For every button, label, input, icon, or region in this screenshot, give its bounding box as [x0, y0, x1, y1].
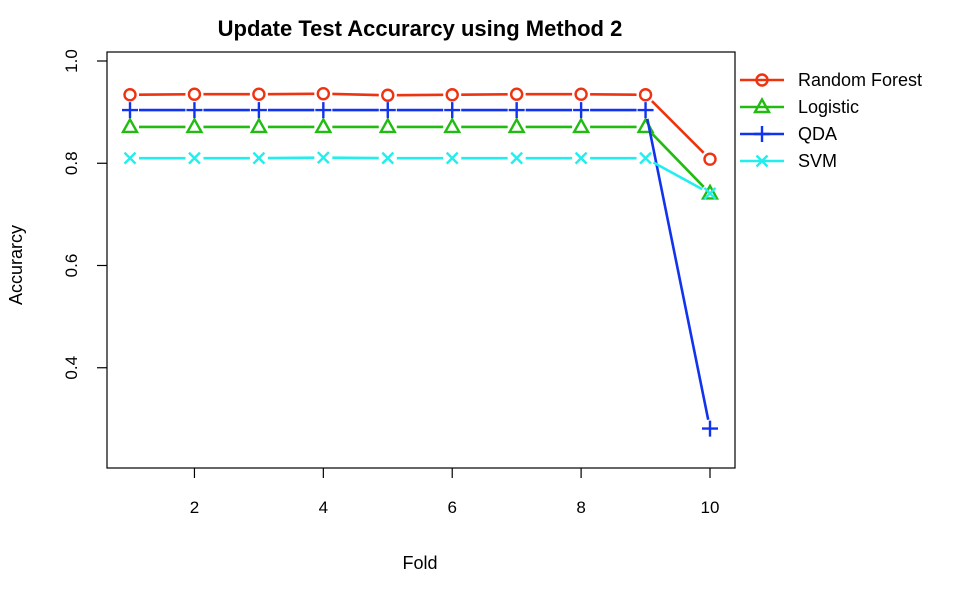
- legend-item: SVM: [740, 151, 837, 171]
- x-axis: 2 4 6 8 10: [190, 468, 720, 517]
- legend-item: Logistic: [740, 97, 859, 117]
- legend-label: QDA: [798, 124, 837, 144]
- series-line-segment: [646, 118, 710, 421]
- data-point: [508, 102, 525, 119]
- y-tick-label: 0.8: [62, 151, 81, 175]
- chart-title: Update Test Accurarcy using Method 2: [218, 16, 623, 41]
- legend-item: QDA: [740, 124, 837, 144]
- data-point: [120, 116, 140, 134]
- plot-area: [106, 51, 736, 469]
- data-point: [639, 151, 652, 165]
- y-tick-label: 0.6: [62, 254, 81, 278]
- legend-item: Random Forest: [740, 70, 922, 90]
- data-point: [188, 151, 201, 165]
- data-point: [574, 87, 588, 101]
- data-point: [379, 102, 396, 119]
- data-point: [185, 116, 204, 134]
- data-point: [378, 116, 397, 134]
- data-point: [122, 102, 138, 119]
- series-svm: [123, 151, 717, 200]
- series-line-segment: [651, 100, 705, 154]
- legend-marker: [755, 154, 769, 168]
- data-point: [381, 88, 395, 102]
- x-tick-label: 6: [447, 498, 456, 517]
- legend-marker: [752, 97, 772, 114]
- series-line-segment: [650, 132, 705, 188]
- data-point: [510, 151, 524, 165]
- legend-label: Random Forest: [798, 70, 922, 90]
- data-point: [572, 116, 591, 134]
- data-point: [703, 187, 717, 200]
- data-point: [252, 151, 266, 165]
- data-point: [509, 87, 524, 101]
- y-axis: 0.4 0.6 0.8 1.0: [62, 49, 107, 380]
- data-point: [444, 102, 461, 119]
- series-qda: [122, 102, 718, 437]
- data-point: [443, 116, 462, 134]
- x-axis-label: Fold: [402, 553, 437, 573]
- data-point: [637, 102, 654, 119]
- series-logistic: [120, 116, 720, 200]
- data-point: [186, 102, 203, 119]
- data-point: [700, 183, 720, 200]
- legend-label: Logistic: [798, 97, 859, 117]
- series-line-segment: [332, 92, 379, 97]
- series-layer: [120, 87, 720, 437]
- data-point: [445, 151, 459, 165]
- data-point: [638, 88, 653, 102]
- legend: Random Forest Logistic QDA SVM: [740, 70, 922, 171]
- data-point: [249, 116, 268, 134]
- y-tick-label: 1.0: [62, 49, 81, 73]
- series-random-forest: [123, 87, 717, 166]
- x-tick-label: 10: [701, 498, 720, 517]
- series-line-segment: [652, 161, 703, 191]
- data-point: [574, 151, 588, 165]
- data-point: [702, 420, 718, 437]
- x-tick-label: 8: [576, 498, 585, 517]
- legend-marker: [755, 73, 769, 87]
- data-point: [381, 151, 395, 165]
- data-point: [316, 87, 331, 101]
- x-tick-label: 2: [190, 498, 199, 517]
- data-point: [123, 88, 137, 102]
- data-point: [315, 102, 332, 119]
- y-axis-label: Accurarcy: [6, 225, 26, 305]
- legend-marker: [754, 126, 770, 142]
- data-point: [316, 151, 330, 164]
- legend-label: SVM: [798, 151, 837, 171]
- plot-frame: [106, 51, 736, 469]
- data-point: [123, 151, 137, 165]
- data-point: [573, 102, 590, 119]
- data-point: [445, 88, 459, 102]
- data-point: [314, 116, 333, 134]
- data-point: [250, 102, 267, 119]
- data-point: [703, 152, 717, 166]
- data-point: [507, 116, 526, 134]
- y-tick-label: 0.4: [62, 356, 81, 380]
- data-point: [187, 87, 202, 101]
- data-point: [252, 87, 266, 101]
- x-tick-label: 4: [319, 498, 328, 517]
